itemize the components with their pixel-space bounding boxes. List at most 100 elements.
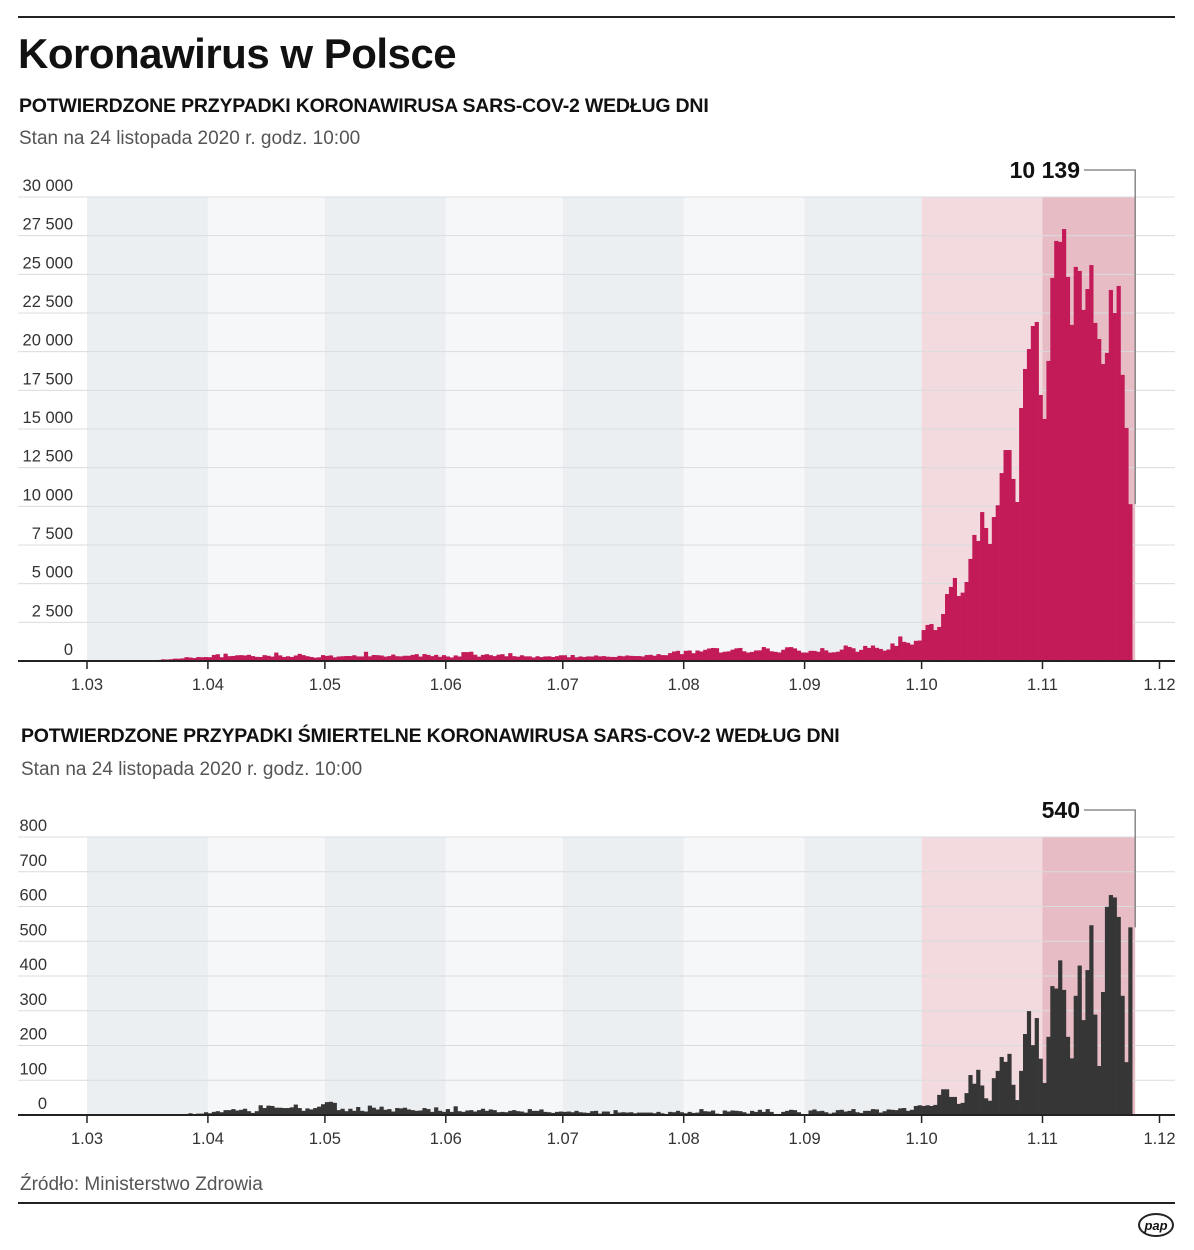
bar — [410, 1110, 415, 1115]
bar — [820, 1110, 825, 1115]
bar — [621, 1112, 626, 1115]
bar — [227, 656, 232, 661]
bar — [258, 656, 263, 661]
bar — [1124, 427, 1129, 661]
bar — [679, 1112, 684, 1115]
bar — [1011, 1084, 1016, 1115]
bar — [921, 1105, 926, 1115]
bar — [765, 1109, 770, 1115]
bar — [391, 1111, 396, 1115]
bar — [1058, 960, 1063, 1115]
bar — [1026, 1011, 1032, 1115]
bar — [1101, 364, 1106, 661]
bar — [566, 657, 571, 661]
bar — [1023, 1034, 1028, 1115]
bar — [906, 1110, 911, 1115]
bar — [391, 654, 396, 661]
bar — [660, 655, 665, 661]
bar — [668, 653, 673, 661]
bar — [172, 658, 177, 661]
bar — [504, 1112, 509, 1115]
bar — [902, 1108, 907, 1115]
bar — [1112, 313, 1117, 661]
bar — [761, 647, 766, 661]
bar — [711, 647, 716, 661]
bar — [941, 613, 946, 661]
bar — [504, 656, 509, 661]
bar — [207, 657, 213, 661]
bar — [285, 1108, 291, 1115]
bar — [699, 1109, 704, 1115]
bar — [945, 1089, 950, 1115]
bar — [336, 656, 341, 661]
bar — [512, 1110, 517, 1115]
bar — [516, 1111, 521, 1115]
bar — [539, 657, 544, 661]
bar — [574, 657, 579, 661]
x-tick-label: 1.05 — [309, 676, 341, 694]
bar — [781, 649, 786, 661]
bar — [734, 1110, 739, 1115]
bar — [204, 1112, 209, 1115]
bar — [601, 1111, 606, 1115]
bar — [617, 655, 622, 661]
bar — [235, 1110, 240, 1115]
bar — [609, 656, 614, 661]
bar — [305, 656, 310, 661]
bar — [913, 640, 918, 661]
x-tick-label: 1.07 — [547, 1130, 579, 1148]
bar — [313, 657, 318, 661]
bar — [855, 651, 860, 661]
bar — [278, 655, 283, 661]
x-tick-label: 1.05 — [309, 1130, 341, 1148]
bar — [196, 657, 201, 661]
bar — [617, 1112, 622, 1115]
bar — [964, 1093, 969, 1115]
bar — [898, 636, 903, 661]
bar — [379, 1106, 384, 1115]
bar — [882, 650, 887, 661]
bar — [1050, 277, 1055, 661]
bar — [1003, 450, 1008, 661]
bar — [734, 648, 739, 661]
bar — [215, 1111, 220, 1115]
bar — [597, 656, 603, 661]
bar — [956, 596, 961, 661]
bar — [438, 656, 443, 661]
bar — [379, 655, 384, 661]
callout-label: 10 139 — [1010, 157, 1080, 183]
bar — [828, 652, 833, 661]
bar — [738, 1111, 743, 1115]
bar — [383, 656, 388, 661]
source-note: Źródło: Ministerstwo Zdrowia — [20, 1174, 263, 1195]
bar — [551, 656, 556, 661]
x-tick-label: 1.03 — [71, 676, 103, 694]
bar — [523, 1112, 528, 1115]
y-tick-label: 20 000 — [23, 332, 73, 350]
bar — [1050, 986, 1055, 1115]
bar — [543, 1111, 548, 1115]
bar — [336, 1110, 341, 1115]
bar — [367, 1105, 372, 1115]
bar — [878, 1112, 883, 1115]
bar — [523, 656, 528, 661]
bar — [547, 1112, 552, 1115]
bar — [223, 653, 228, 661]
bar — [707, 1111, 712, 1115]
bar — [324, 655, 330, 661]
bar — [356, 656, 361, 661]
bar — [492, 1110, 497, 1115]
bar — [496, 1112, 501, 1115]
bar — [1058, 241, 1063, 661]
bar — [375, 1109, 380, 1115]
bar — [562, 1111, 567, 1115]
y-tick-label: 12 500 — [23, 448, 73, 466]
bar — [948, 586, 954, 661]
bar — [422, 1108, 427, 1115]
bar — [274, 652, 279, 661]
bar — [1097, 1066, 1102, 1115]
bar — [371, 655, 376, 661]
bar — [1073, 266, 1078, 661]
bar — [262, 655, 267, 661]
bar — [586, 656, 591, 661]
